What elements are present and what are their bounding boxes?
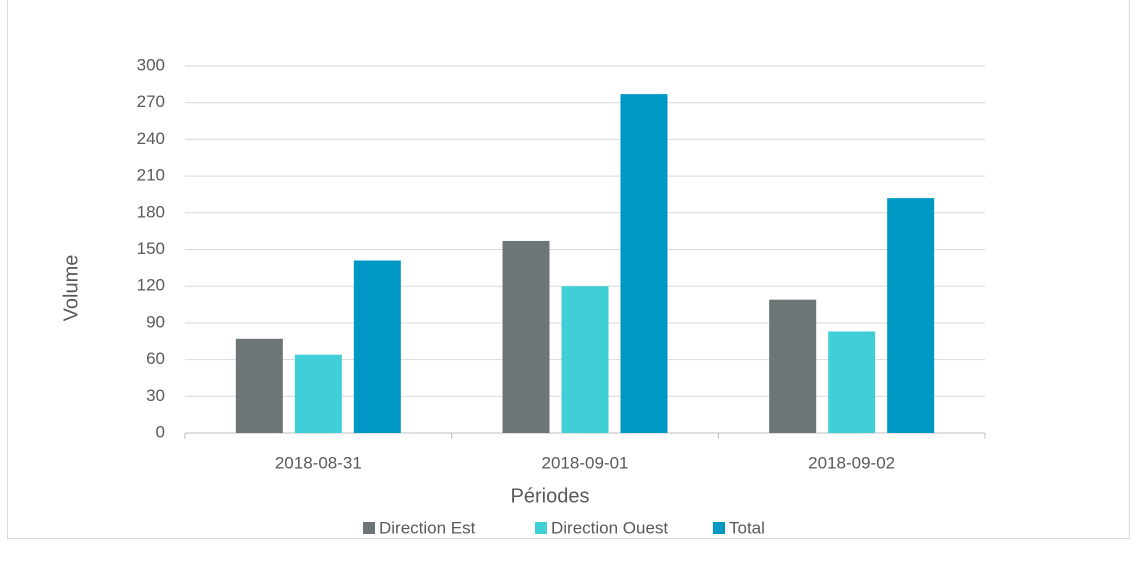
- x-tick-label: 2018-08-31: [275, 453, 362, 472]
- chart-frame: [7, 0, 1130, 539]
- bar: [235, 338, 283, 433]
- y-tick-label: 240: [137, 129, 165, 148]
- legend-label: Direction Ouest: [551, 518, 668, 537]
- bar: [561, 286, 609, 433]
- legend-swatch: [713, 522, 725, 534]
- bar: [353, 260, 401, 433]
- x-axis-title: Périodes: [511, 485, 590, 507]
- y-axis-title: Volume: [60, 255, 82, 322]
- y-tick-label: 270: [137, 92, 165, 111]
- y-tick-label: 90: [146, 312, 165, 331]
- y-tick-label: 180: [137, 202, 165, 221]
- x-tick-label: 2018-09-02: [808, 453, 895, 472]
- bar: [887, 198, 935, 433]
- legend-swatch: [535, 522, 547, 534]
- y-tick-label: 30: [146, 386, 165, 405]
- y-tick-label: 150: [137, 239, 165, 258]
- legend-swatch: [363, 522, 375, 534]
- bar: [620, 94, 668, 434]
- y-tick-label: 120: [137, 276, 165, 295]
- bar: [828, 331, 876, 433]
- y-tick-label: 300: [137, 55, 165, 74]
- x-tick-label: 2018-09-01: [542, 453, 629, 472]
- bar: [502, 240, 550, 433]
- bar: [769, 299, 817, 433]
- legend-label: Direction Est: [379, 518, 476, 537]
- y-tick-label: 210: [137, 166, 165, 185]
- legend-label: Total: [729, 518, 765, 537]
- y-tick-label: 60: [146, 349, 165, 368]
- y-tick-label: 0: [156, 422, 165, 441]
- bar: [294, 354, 342, 433]
